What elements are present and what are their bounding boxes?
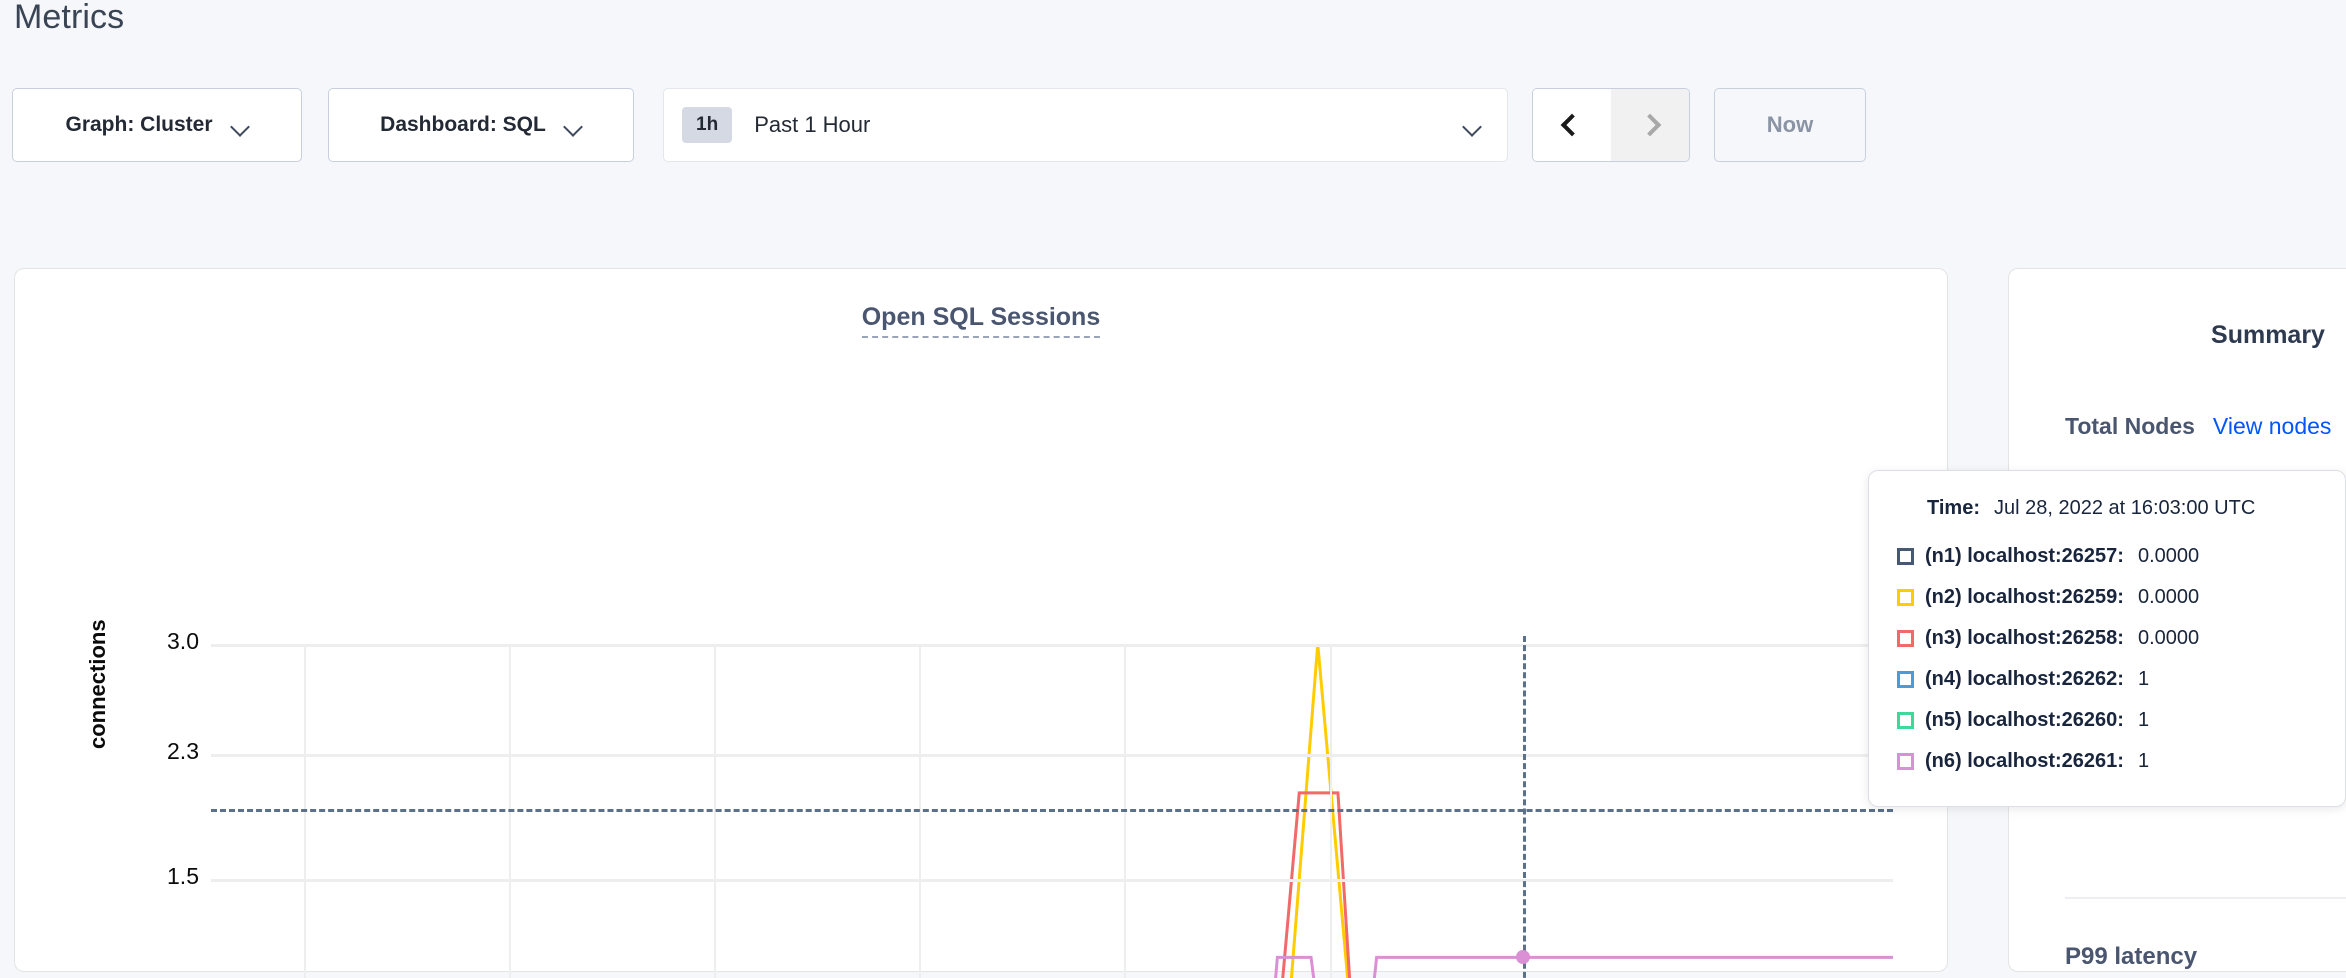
tooltip-series-name: (n1) localhost:26257: xyxy=(1925,545,2124,567)
tooltip-time-row: Time: Jul 28, 2022 at 16:03:00 UTC xyxy=(1869,497,2345,536)
tooltip-series-rows: (n1) localhost:26257: 0.0000 (n2) localhos… xyxy=(1869,536,2345,782)
gridline-horizontal xyxy=(211,644,1893,647)
series-color-swatch xyxy=(1897,630,1914,647)
chevron-down-icon xyxy=(564,120,582,131)
chevron-left-icon xyxy=(1560,113,1584,137)
dashboard-dropdown-label: Dashboard: SQL xyxy=(380,113,546,136)
tooltip-series-value: 0.0000 xyxy=(2137,627,2200,649)
y-axis-ticks: 3.02.31.50.80.0 xyxy=(69,269,199,978)
time-range-selector[interactable]: 1h Past 1 Hour xyxy=(663,88,1508,162)
chevron-right-icon xyxy=(1638,113,1662,137)
graph-dropdown-label: Graph: Cluster xyxy=(65,113,213,136)
chevron-down-icon xyxy=(231,120,249,131)
chart-plot-area[interactable] xyxy=(211,636,1893,978)
chart-title: Open SQL Sessions xyxy=(15,303,1947,338)
tooltip-series-name: (n5) localhost:26260: xyxy=(1925,709,2124,731)
dashboard-dropdown[interactable]: Dashboard: SQL xyxy=(328,88,634,162)
series-color-swatch xyxy=(1897,671,1914,688)
series-color-swatch xyxy=(1897,712,1914,729)
tooltip-series-value: 1 xyxy=(2137,750,2150,772)
tooltip-row: (n2) localhost:26259: 0.0000 xyxy=(1869,577,2345,618)
time-prev-button[interactable] xyxy=(1533,89,1611,161)
y-axis-tick: 3.0 xyxy=(167,628,199,654)
tooltip-row: (n5) localhost:26260: 1 xyxy=(1869,700,2345,741)
chart-tooltip: Time: Jul 28, 2022 at 16:03:00 UTC (n1) … xyxy=(1868,470,2346,807)
page-title: Metrics xyxy=(14,0,125,36)
chart-series-line xyxy=(1274,955,1893,978)
tooltip-series-name: (n4) localhost:26262: xyxy=(1925,668,2124,690)
tooltip-series-value: 0.0000 xyxy=(2137,545,2200,567)
tooltip-row: (n6) localhost:26261: 1 xyxy=(1869,741,2345,782)
time-range-badge: 1h xyxy=(682,107,733,143)
chart-title-text: Open SQL Sessions xyxy=(861,303,1101,338)
tooltip-series-value: 0.0000 xyxy=(2137,586,2200,608)
time-nav-group xyxy=(1532,88,1690,162)
y-axis-tick: 1.5 xyxy=(167,863,199,889)
chart-series-line xyxy=(1281,791,1352,978)
chevron-down-icon xyxy=(1463,120,1481,131)
summary-divider xyxy=(2065,897,2346,899)
threshold-line xyxy=(211,808,1893,812)
gridline-horizontal xyxy=(211,879,1893,882)
p99-latency-label: P99 latency xyxy=(2065,943,2198,970)
cursor-line xyxy=(1522,636,1526,978)
y-axis-tick: 0.8 xyxy=(129,973,199,978)
cursor-data-point xyxy=(1515,950,1530,965)
summary-title: Summary xyxy=(2211,321,2325,349)
time-range-label: Past 1 Hour xyxy=(754,112,871,137)
tooltip-series-value: 1 xyxy=(2137,709,2150,731)
tooltip-time-label: Time: xyxy=(1927,497,1980,519)
time-next-button[interactable] xyxy=(1611,89,1689,161)
metrics-toolbar: Graph: Cluster Dashboard: SQL 1h Past 1 … xyxy=(12,88,1866,162)
series-color-swatch xyxy=(1897,589,1914,606)
series-color-swatch xyxy=(1897,548,1914,565)
series-color-swatch xyxy=(1897,753,1914,770)
now-button[interactable]: Now xyxy=(1714,88,1866,162)
total-nodes-label: Total Nodes xyxy=(2065,413,2195,439)
tooltip-series-name: (n6) localhost:26261: xyxy=(1925,750,2124,772)
total-nodes-row: Total Nodes View nodes xyxy=(2065,413,2331,440)
view-nodes-link[interactable]: View nodes xyxy=(2212,413,2332,439)
graph-dropdown[interactable]: Graph: Cluster xyxy=(12,88,302,162)
gridline-horizontal xyxy=(211,753,1893,757)
tooltip-series-name: (n3) localhost:26258: xyxy=(1925,627,2124,649)
tooltip-series-name: (n2) localhost:26259: xyxy=(1925,586,2124,608)
tooltip-row: (n1) localhost:26257: 0.0000 xyxy=(1869,536,2345,577)
tooltip-time-value: Jul 28, 2022 at 16:03:00 UTC xyxy=(1993,497,2256,519)
tooltip-series-value: 1 xyxy=(2137,668,2150,690)
chart-series-svg xyxy=(1274,644,1893,978)
open-sql-sessions-chart-card: Open SQL Sessions connections 3.02.31.50… xyxy=(14,268,1948,978)
tooltip-row: (n3) localhost:26258: 0.0000 xyxy=(1869,618,2345,659)
y-axis-tick: 2.3 xyxy=(167,737,199,764)
tooltip-row: (n4) localhost:26262: 1 xyxy=(1869,659,2345,700)
